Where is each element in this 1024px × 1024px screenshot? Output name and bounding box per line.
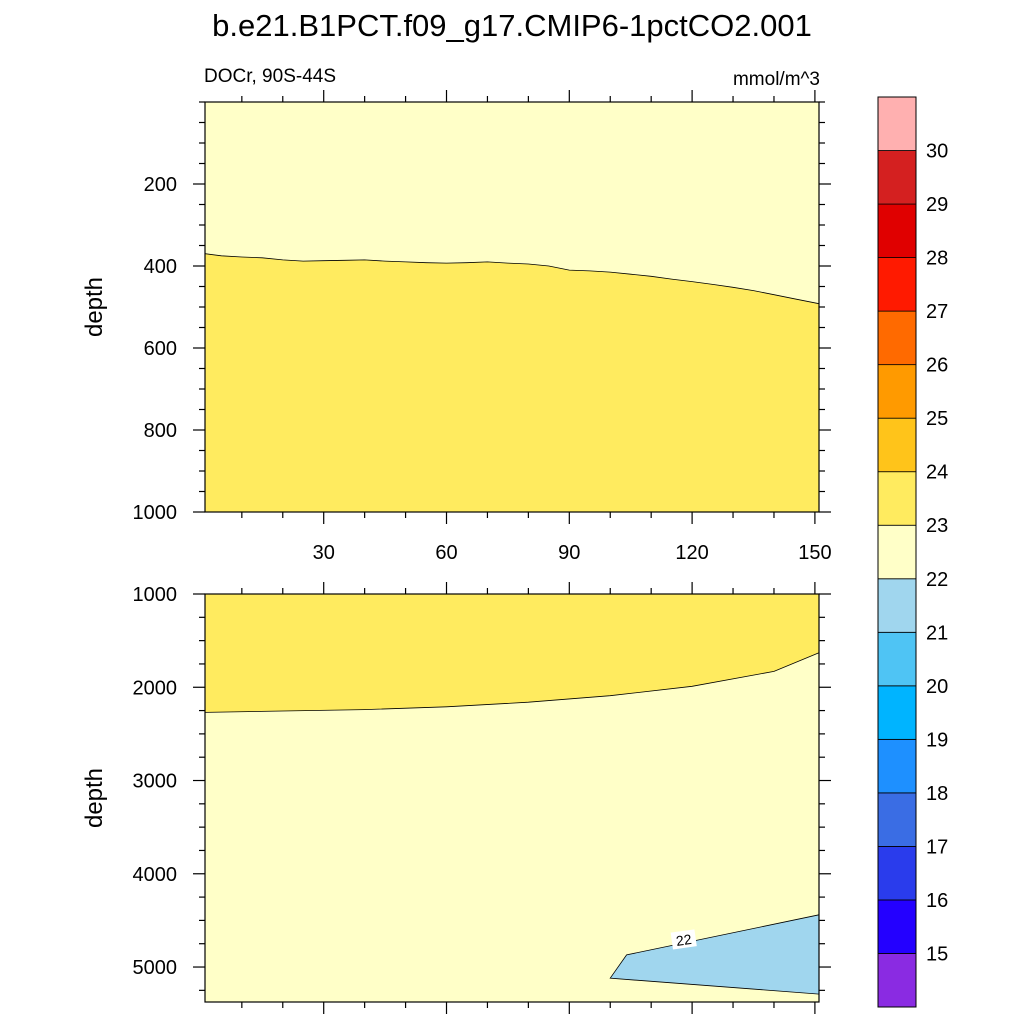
y-tick-label: 5000 <box>133 957 178 979</box>
x-tick-label: 30 <box>313 542 335 564</box>
contour-region-22-23 <box>205 102 819 304</box>
y-tick-label: 3000 <box>133 771 178 793</box>
colorbar-swatch <box>877 524 917 580</box>
subtitle-left: DOCr, 90S-44S <box>204 66 336 87</box>
y-axis-label: depth <box>81 768 108 828</box>
colorbar: 15 16 17 18 19 20 21 22 23 24 25 26 27 28 29 30 <box>877 96 948 1008</box>
colorbar-label: 28 <box>926 248 948 270</box>
y-tick-label: 2000 <box>133 677 178 699</box>
colorbar-label: 17 <box>926 836 948 858</box>
colorbar-label: 27 <box>926 301 948 323</box>
colorbar-swatch <box>877 257 917 312</box>
colorbar-label: 26 <box>926 355 948 377</box>
contour-line-23-24 <box>204 652 820 713</box>
colorbar-swatch <box>877 953 917 1008</box>
x-tick-label: 150 <box>798 542 831 564</box>
colorbar-swatch <box>877 417 917 473</box>
contour-label: 22 <box>675 931 693 949</box>
contour-label-background <box>670 929 697 950</box>
colorbar-swatch <box>877 150 917 205</box>
colorbar-swatch <box>877 203 917 258</box>
colorbar-label: 20 <box>926 676 948 698</box>
y-tick-label: 4000 <box>133 864 178 886</box>
x-tick-label: 60 <box>435 542 457 564</box>
colorbar-label: 23 <box>926 515 948 537</box>
colorbar-swatch <box>877 899 917 954</box>
x-tick-label: 90 <box>558 542 580 564</box>
y-tick-label: 1000 <box>133 502 178 524</box>
colorbar-swatch <box>877 792 917 847</box>
y-tick-label: 200 <box>144 174 177 196</box>
y-tick-label: 400 <box>144 256 177 278</box>
contour-line-22-23 <box>204 253 820 305</box>
y-tick-label: 800 <box>144 420 177 442</box>
colorbar-swatch <box>877 685 917 740</box>
panel-upper: 200 400 600 800 1000 depth 30 60 90 120 150 <box>81 90 832 564</box>
panel-lower: 22 1000 2000 3000 4000 5000 depth <box>81 582 831 1014</box>
colorbar-swatch <box>877 738 917 794</box>
panel-frame <box>204 593 820 1003</box>
colorbar-label: 22 <box>926 569 948 591</box>
colorbar-label: 15 <box>926 943 948 965</box>
colorbar-frame <box>877 96 917 1008</box>
y-axis-label: depth <box>81 277 108 337</box>
colorbar-label: 29 <box>926 194 948 216</box>
subtitle-units: mmol/m^3 <box>733 69 820 90</box>
colorbar-label: 16 <box>926 890 948 912</box>
colorbar-swatch <box>877 631 917 687</box>
colorbar-label: 24 <box>926 462 948 484</box>
chart-title: b.e21.B1PCT.f09_g17.CMIP6-1pctCO2.001 <box>212 8 812 43</box>
contour-region-23-24 <box>205 594 819 713</box>
x-tick-label: 120 <box>675 542 708 564</box>
colorbar-label: 30 <box>926 141 948 163</box>
y-tick-label: 1000 <box>133 584 178 606</box>
colorbar-swatch <box>877 96 917 151</box>
colorbar-label: 25 <box>926 408 948 430</box>
colorbar-swatch <box>877 471 917 526</box>
colorbar-swatch <box>877 846 917 901</box>
colorbar-label: 18 <box>926 783 948 805</box>
colorbar-swatch <box>877 310 917 366</box>
colorbar-swatch <box>877 578 917 633</box>
y-tick-label: 600 <box>144 338 177 360</box>
colorbar-label: 21 <box>926 622 948 644</box>
colorbar-swatch <box>877 364 917 419</box>
colorbar-label: 19 <box>926 729 948 751</box>
